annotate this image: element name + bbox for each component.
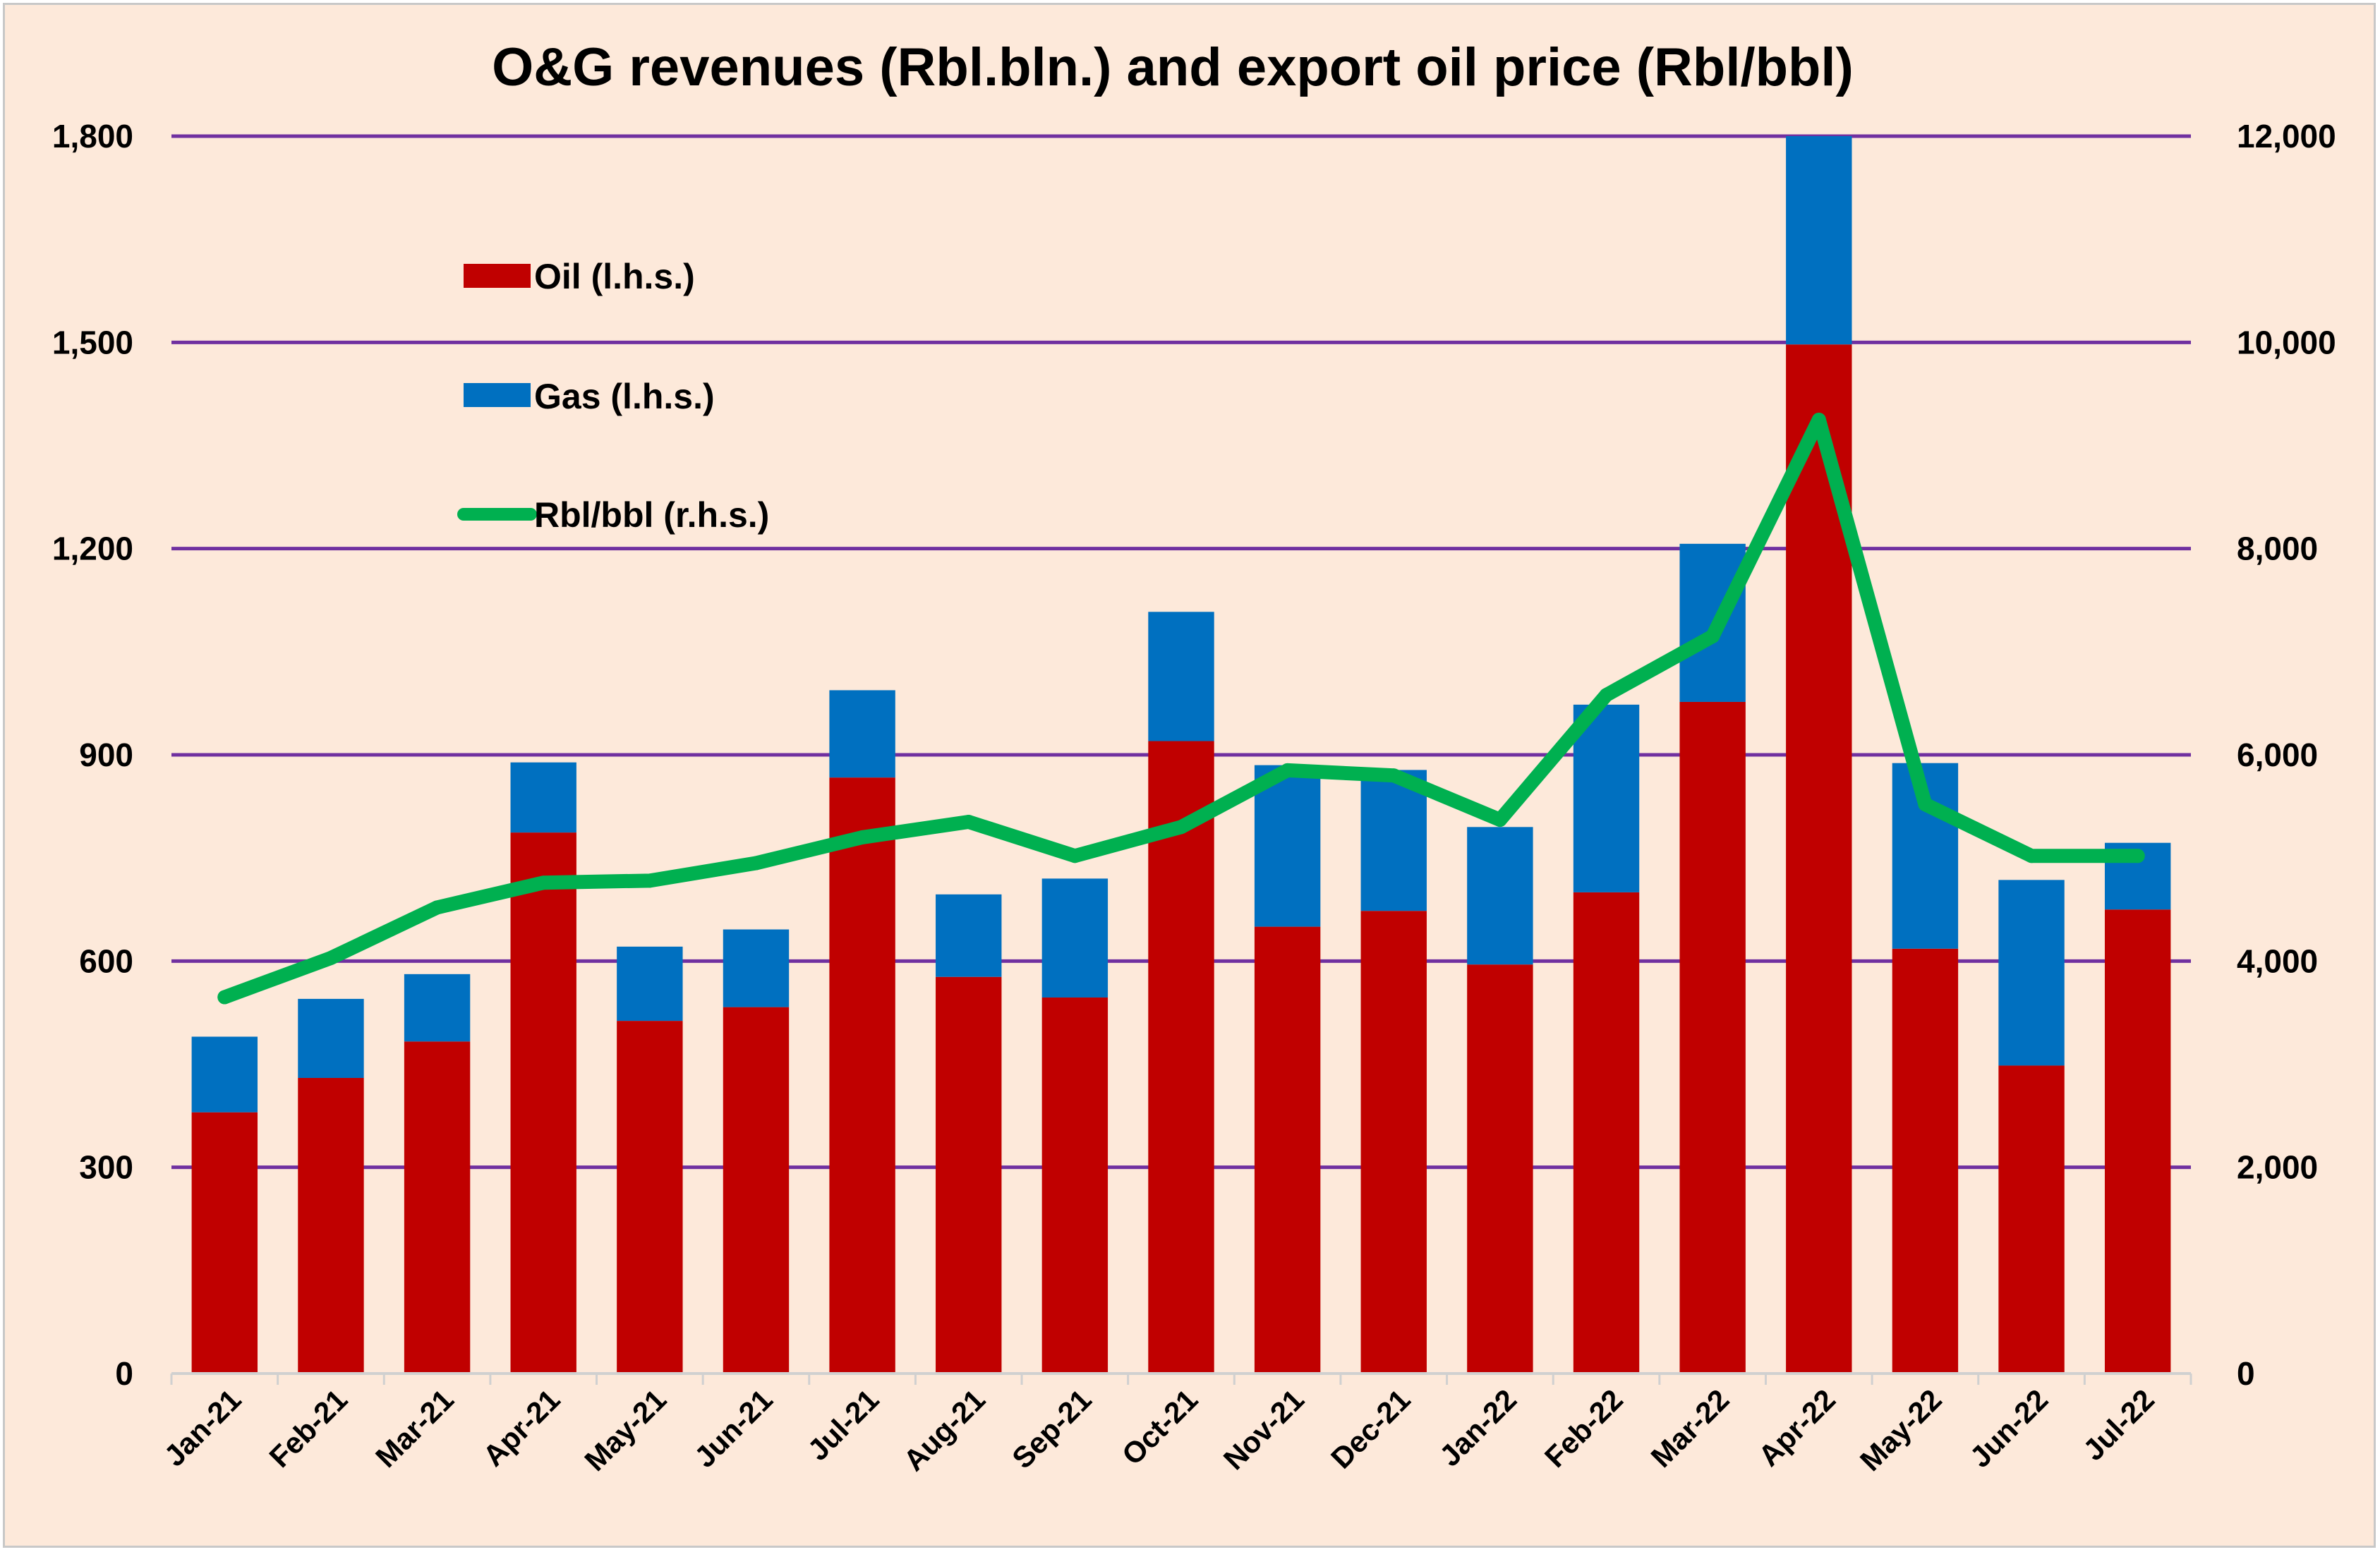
bar-oil bbox=[1892, 948, 1959, 1374]
x-tick-label: Jan-21 bbox=[157, 1383, 247, 1472]
bar-oil bbox=[404, 1041, 471, 1374]
x-tick-label: Sep-21 bbox=[1005, 1383, 1098, 1475]
bar-gas bbox=[936, 894, 1002, 977]
bar-gas bbox=[829, 690, 895, 778]
x-tick-label: Jun-22 bbox=[1963, 1383, 2054, 1474]
bar-oil bbox=[1148, 741, 1214, 1374]
price-point bbox=[1280, 763, 1295, 777]
x-tick-label: Aug-21 bbox=[897, 1383, 991, 1477]
price-point bbox=[430, 900, 445, 915]
right-tick-label: 12,000 bbox=[2237, 118, 2336, 154]
right-tick-label: 2,000 bbox=[2237, 1149, 2318, 1186]
right-tick-label: 0 bbox=[2237, 1355, 2255, 1392]
right-tick-label: 8,000 bbox=[2237, 531, 2318, 567]
legend-label-gas: Gas (l.h.s.) bbox=[534, 377, 715, 416]
bar-oil bbox=[1254, 926, 1321, 1374]
price-point bbox=[536, 875, 551, 890]
price-point bbox=[1174, 820, 1188, 835]
x-tick-label: Jan-22 bbox=[1433, 1383, 1523, 1472]
x-tick-label: Jul-22 bbox=[2077, 1383, 2161, 1467]
x-tick-label: Nov-21 bbox=[1217, 1383, 1310, 1476]
bar-oil bbox=[1679, 701, 1746, 1374]
bar-oil bbox=[829, 777, 895, 1374]
legend: Oil (l.h.s.) Gas (l.h.s.) Rbl/bbl (r.h.s… bbox=[457, 257, 769, 535]
x-tick-label: Dec-21 bbox=[1324, 1383, 1417, 1475]
bar-gas bbox=[1573, 704, 1640, 892]
bar-gas bbox=[723, 929, 790, 1007]
x-tick-label: Jul-21 bbox=[801, 1383, 885, 1467]
legend-label-oil: Oil (l.h.s.) bbox=[534, 257, 695, 296]
right-tick-label: 10,000 bbox=[2237, 324, 2336, 360]
bar-oil bbox=[510, 832, 576, 1374]
price-point bbox=[642, 873, 657, 888]
price-point bbox=[1492, 813, 1507, 827]
bar-oil bbox=[1998, 1065, 2065, 1374]
bar-oil bbox=[298, 1077, 364, 1374]
bar-gas bbox=[1360, 770, 1427, 911]
right-tick-label: 6,000 bbox=[2237, 736, 2318, 773]
bar-gas bbox=[1998, 880, 2065, 1066]
chart-title: O&G revenues (Rbl.bln.) and export oil p… bbox=[492, 37, 1854, 97]
price-point bbox=[2024, 849, 2039, 863]
bar-gas bbox=[404, 974, 471, 1042]
x-tick-label: Oct-21 bbox=[1116, 1383, 1204, 1472]
price-point bbox=[2130, 849, 2145, 863]
price-point bbox=[1599, 688, 1614, 703]
bar-oil bbox=[191, 1112, 258, 1374]
x-tick-label: Apr-22 bbox=[1752, 1383, 1842, 1472]
left-tick-label: 1,500 bbox=[52, 324, 133, 360]
bar-gas bbox=[1148, 612, 1214, 741]
chart-frame: O&G revenues (Rbl.bln.) and export oil p… bbox=[3, 3, 2376, 1548]
left-tick-label: 1,200 bbox=[52, 531, 133, 567]
x-tick-label: Apr-21 bbox=[476, 1383, 566, 1472]
x-tick-label: Feb-22 bbox=[1538, 1383, 1629, 1474]
bar-oil bbox=[1573, 892, 1640, 1374]
bar-gas bbox=[1786, 136, 1852, 345]
bar-gas bbox=[1467, 827, 1533, 965]
x-tick-label: May-22 bbox=[1854, 1383, 1948, 1477]
bar-oil bbox=[1041, 997, 1109, 1374]
right-tick-label: 4,000 bbox=[2237, 942, 2318, 979]
legend-swatch-oil bbox=[464, 264, 531, 288]
bar-oil bbox=[723, 1007, 790, 1374]
bars bbox=[191, 136, 2171, 1374]
bar-gas bbox=[510, 762, 576, 833]
bar-gas bbox=[1041, 878, 1109, 998]
price-point bbox=[1068, 849, 1082, 863]
bar-oil bbox=[2104, 909, 2171, 1374]
bar-gas bbox=[298, 998, 364, 1078]
price-point bbox=[1387, 768, 1401, 783]
left-tick-label: 900 bbox=[79, 736, 133, 773]
left-tick-label: 300 bbox=[79, 1149, 133, 1186]
price-point bbox=[1918, 797, 1933, 812]
price-line bbox=[217, 412, 2145, 1005]
price-point bbox=[217, 990, 232, 1005]
left-tick-label: 600 bbox=[79, 942, 133, 979]
legend-label-price: Rbl/bbl (r.h.s.) bbox=[534, 495, 769, 535]
bar-oil bbox=[617, 1021, 683, 1374]
x-tick-label: Jun-21 bbox=[688, 1383, 779, 1474]
price-point bbox=[1811, 412, 1826, 427]
chart: O&G revenues (Rbl.bln.) and export oil p… bbox=[52, 37, 2336, 1477]
bar-gas bbox=[617, 946, 683, 1021]
x-tick-label: Feb-21 bbox=[262, 1383, 354, 1474]
price-point bbox=[961, 815, 976, 830]
bar-oil bbox=[1467, 964, 1533, 1374]
x-tick-label: May-21 bbox=[578, 1383, 672, 1477]
left-tick-label: 1,800 bbox=[52, 118, 133, 154]
bar-gas bbox=[191, 1036, 258, 1113]
price-point bbox=[1705, 629, 1720, 643]
price-point bbox=[855, 830, 870, 844]
x-tick-label: Mar-21 bbox=[369, 1383, 460, 1474]
legend-swatch-gas bbox=[464, 383, 531, 407]
bar-oil bbox=[936, 976, 1002, 1374]
bar-gas bbox=[1254, 765, 1321, 927]
price-point bbox=[323, 950, 338, 965]
price-point bbox=[749, 856, 763, 871]
left-tick-label: 0 bbox=[115, 1355, 133, 1392]
bar-oil bbox=[1360, 911, 1427, 1374]
x-tick-label: Mar-22 bbox=[1645, 1383, 1736, 1474]
